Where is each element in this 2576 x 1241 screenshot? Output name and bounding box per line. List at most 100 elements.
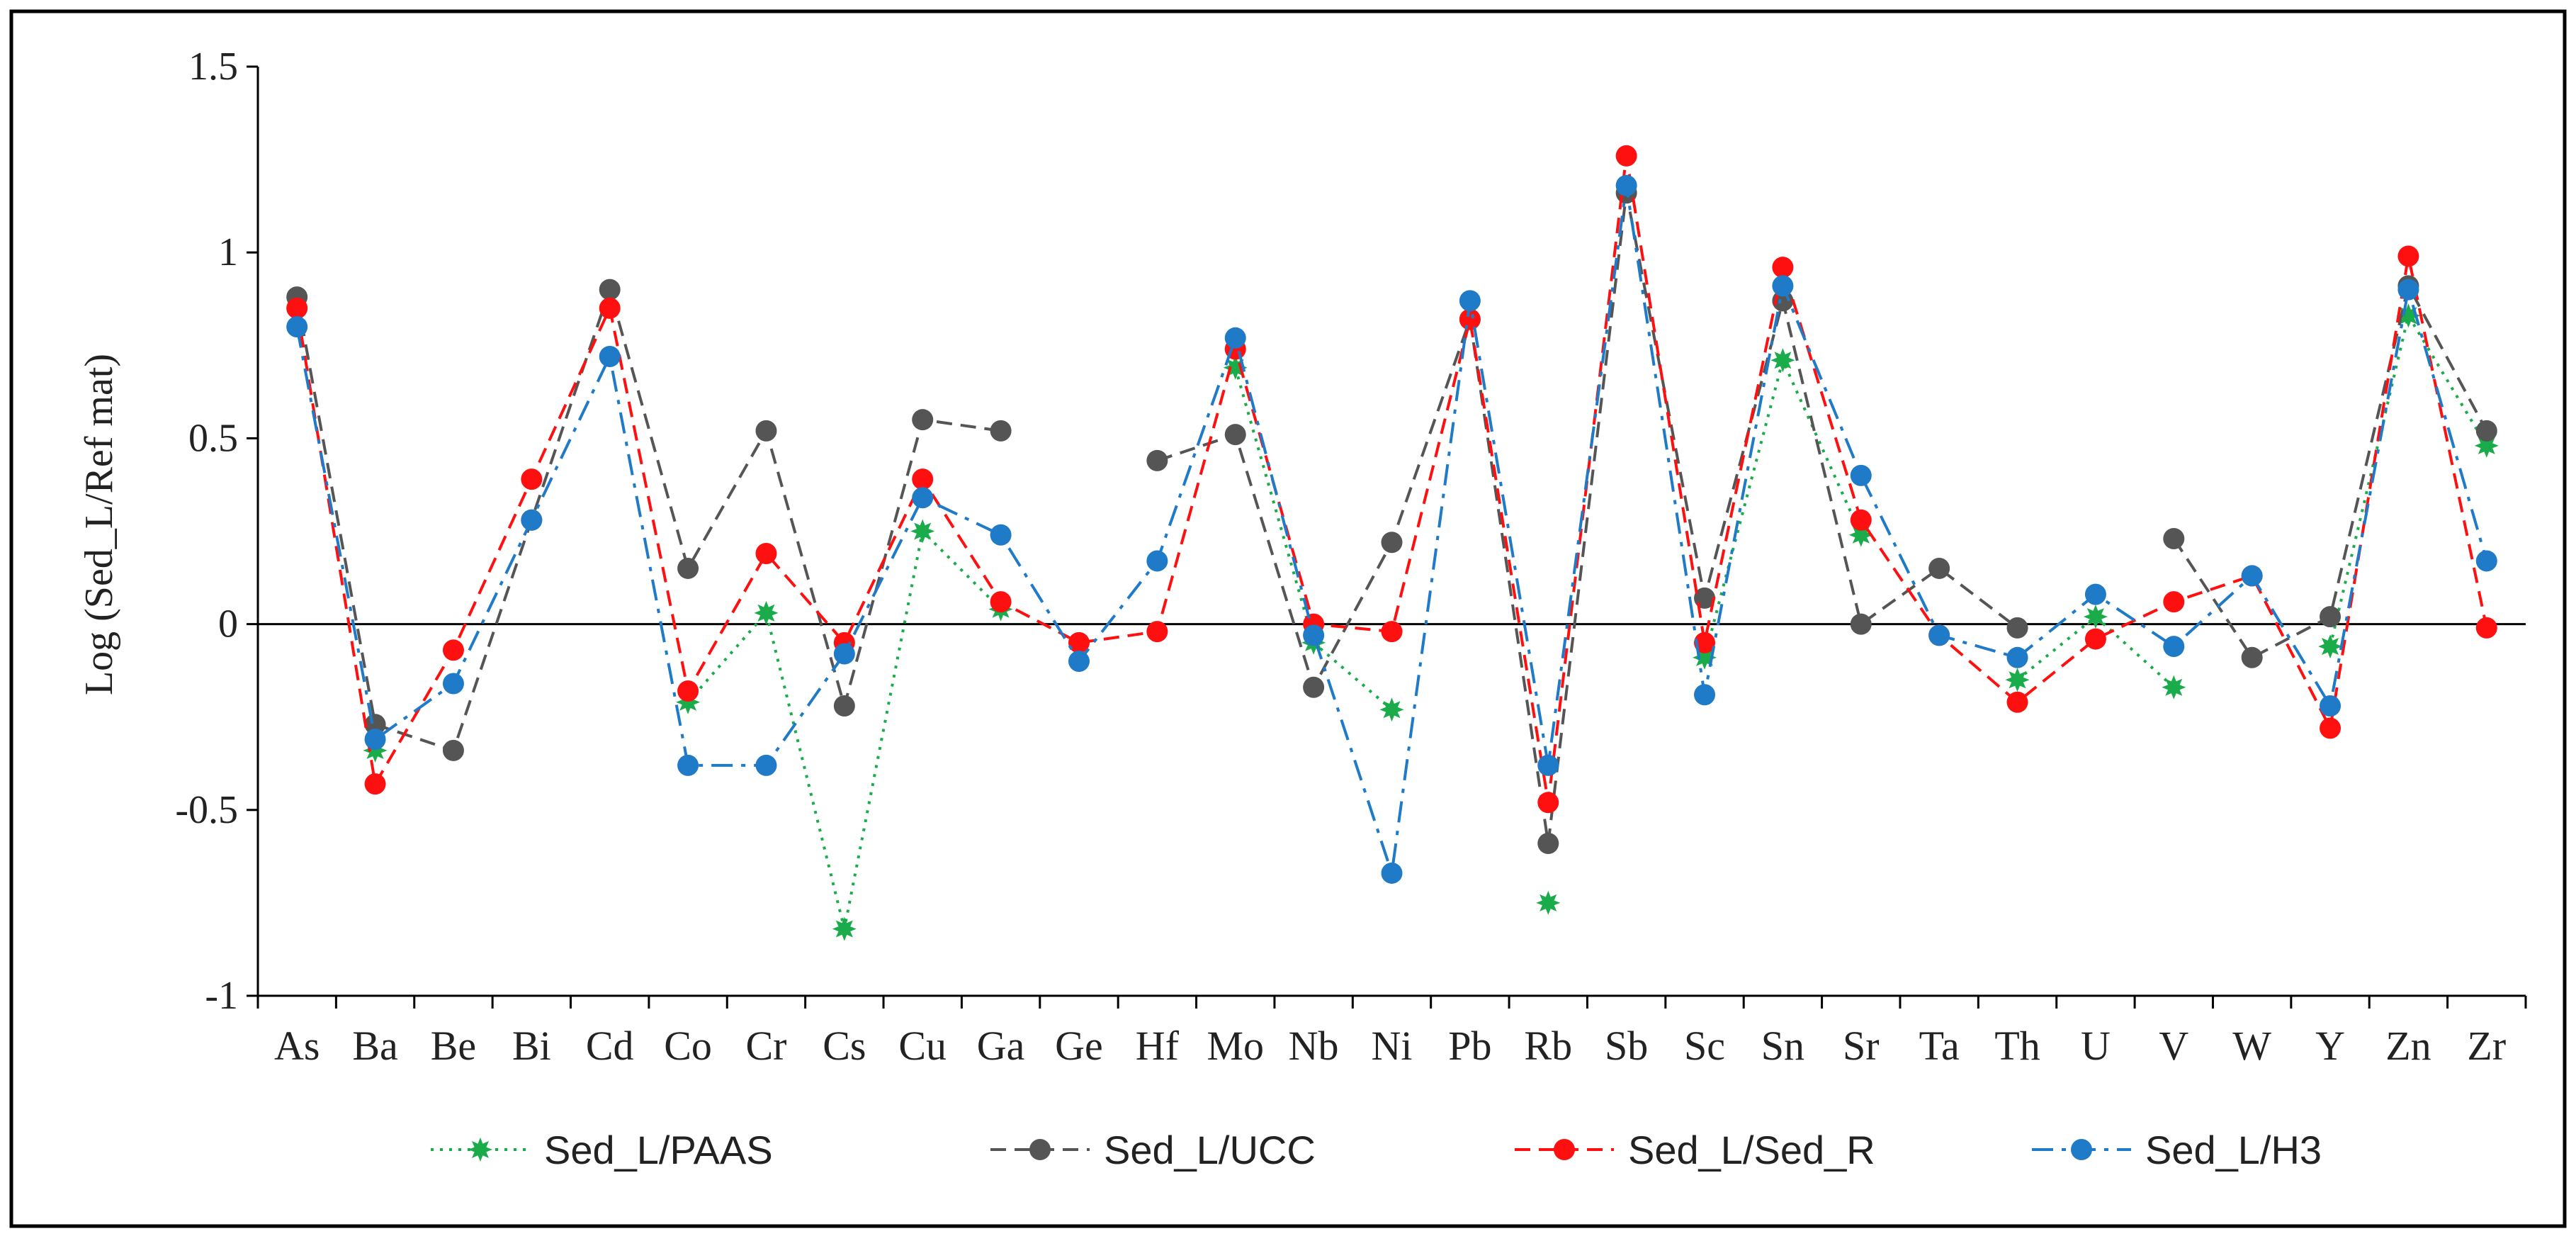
data-point [599,279,621,301]
x-tick-label: U [2081,1023,2111,1069]
data-point [1615,174,1637,196]
data-point [286,316,308,338]
data-point [2397,279,2419,301]
x-tick-label: Ba [352,1023,397,1069]
x-tick-label: Mo [1207,1023,1264,1069]
data-point [364,714,386,736]
x-tick-label: Co [664,1023,712,1069]
data-point [1537,792,1559,814]
data-point [1537,754,1559,776]
data-point [2084,628,2106,650]
data-point [1459,308,1481,330]
data-point [1379,697,1404,722]
data-point [2475,550,2497,572]
data-point [2163,591,2185,613]
data-point [1770,348,1795,373]
legend-label: Sed_L/PAAS [544,1128,773,1172]
legend-item: Sed_L/UCC [990,1128,1316,1172]
data-point [912,409,934,431]
series-3 [286,145,2497,814]
data-point [2006,617,2028,639]
x-tick-label: Hf [1136,1023,1180,1069]
legend-item: Sed_L/H3 [2032,1128,2322,1172]
data-point [1694,631,1716,653]
data-point [2083,605,2108,629]
data-point [2162,675,2186,700]
data-point [2475,617,2497,639]
x-tick-label: As [274,1023,320,1069]
x-tick-label: V [2159,1023,2188,1069]
data-point [2474,433,2499,458]
axes: -1 -0.5 0 0.5 1 1.5 As Ba Be Bi Cd Co Cr Cs Cu Ga Ge Hf Mo… [175,45,2527,1069]
data-point [990,591,1012,613]
data-point [1224,327,1246,349]
data-point [755,542,777,564]
data-point [677,557,699,579]
x-tick-label: Cs [823,1023,866,1069]
data-point [910,519,935,544]
data-point [833,695,855,717]
data-point [1303,624,1325,646]
data-point [2006,646,2028,668]
y-tick-label: 0 [218,602,238,646]
legend-item: Sed_L/PAAS [431,1128,773,1172]
data-point [2241,565,2263,587]
data-point [833,643,855,665]
x-tick-label: Sr [1843,1023,1880,1069]
legend-label: Sed_L/Sed_R [1628,1128,1875,1172]
data-point [990,420,1012,442]
x-tick-label: Cd [586,1023,634,1069]
data-point [1146,621,1168,643]
data-point [521,468,543,490]
data-point [677,680,699,702]
x-tick-label: Pb [1448,1023,1491,1069]
data-point [521,509,543,531]
data-point [1303,676,1325,698]
data-point [1928,557,1950,579]
data-point [2318,634,2343,659]
data-point [1068,631,1090,653]
data-point [1381,621,1403,643]
x-tick-label: Sc [1684,1023,1725,1069]
data-point [754,600,779,625]
x-tick-label: Ge [1055,1023,1103,1069]
data-point [364,773,386,795]
data-point [2320,606,2341,628]
x-tick-label: Ni [1372,1023,1413,1069]
y-tick-label: -0.5 [175,788,238,832]
y-tick-label: -1 [205,974,238,1018]
data-point [755,420,777,442]
series-layer [286,145,2499,941]
x-tick-label: Cr [745,1023,786,1069]
x-tick-label: Y [2315,1023,2345,1069]
data-point [2397,245,2419,267]
data-point [2163,527,2185,549]
data-point [2005,668,2030,692]
legend-item: Sed_L/Sed_R [1515,1128,1875,1172]
data-point [1459,290,1481,312]
data-point [2163,636,2185,658]
data-point [442,739,464,761]
y-axis-label: Log (Sed_L/Ref mat) [77,354,121,695]
data-point [599,297,621,319]
data-point [2320,695,2341,717]
x-tick-label: Ta [1919,1023,1960,1069]
legend-label: Sed_L/H3 [2145,1128,2322,1172]
x-tick-label: Zr [2467,1023,2506,1069]
data-point [1381,862,1403,884]
data-point [1146,550,1168,572]
legend-marker [468,1138,492,1162]
data-point [2320,717,2341,739]
data-point [1537,832,1559,854]
legend-marker [2071,1139,2092,1160]
data-point [599,346,621,368]
data-point [1381,532,1403,554]
data-point [677,754,699,776]
legend-marker [1554,1139,1575,1160]
legend: Sed_L/PAAS Sed_L/UCC Sed_L/Sed_R Sed_L/H3 [431,1128,2322,1172]
data-point [1536,890,1561,915]
data-point [442,639,464,661]
x-tick-label: Sb [1605,1023,1648,1069]
